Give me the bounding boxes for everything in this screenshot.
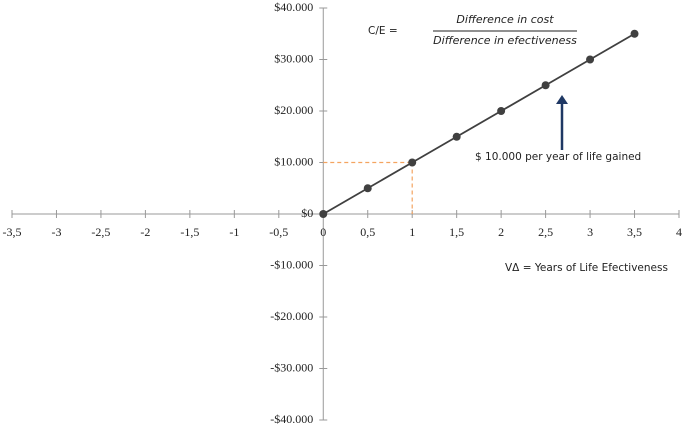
formula-denominator: Difference in efectiveness: [433, 34, 577, 47]
annotation: $ 10.000 per year of life gained: [475, 151, 641, 163]
point: [586, 55, 595, 64]
x-tick-label: 1,5: [449, 225, 464, 239]
x-tick-label: -3: [51, 225, 61, 239]
x-axis-label: VΔ = Years of Life Efectiveness: [505, 262, 668, 274]
arrow-head: [556, 95, 568, 104]
x-tick-label: -2: [140, 225, 150, 239]
x-tick-label: 0,5: [360, 225, 375, 239]
x-tick-label: 1: [409, 225, 415, 239]
y-tick-label: $10.000: [274, 154, 313, 168]
point: [497, 107, 506, 115]
x-tick-label: 2: [498, 225, 504, 239]
point: [541, 81, 550, 90]
point: [630, 29, 639, 38]
y-tick-label: $30.000: [274, 51, 313, 65]
x-tick-label: -2,5: [91, 225, 110, 239]
x-tick-label: 4: [676, 225, 682, 239]
y-tick-label: -$20.000: [270, 309, 313, 323]
x-tick-label: -1,5: [180, 225, 199, 239]
x-tick-label: 0: [320, 225, 326, 239]
x-tick-label: -1: [229, 225, 239, 239]
x-tick-label: 3: [587, 225, 593, 239]
y-tick-label: $40.000: [274, 0, 313, 14]
x-tick-label: 3,5: [627, 225, 642, 239]
point: [319, 210, 328, 218]
x-tick-label: 2,5: [538, 225, 553, 239]
x-tick-label: -3,5: [3, 225, 22, 239]
point: [408, 158, 417, 167]
y-tick-label: -$30.000: [270, 360, 313, 374]
y-tick-label: -$40.000: [270, 412, 313, 426]
point: [363, 184, 372, 193]
x-tick-label: -0,5: [269, 225, 288, 239]
point: [452, 132, 461, 141]
y-tick-label: $0: [301, 206, 313, 220]
y-tick-label: $20.000: [274, 103, 313, 117]
formula-lhs: C/E =: [368, 25, 398, 37]
y-tick-label: -$10.000: [270, 257, 313, 271]
formula-numerator: Difference in cost: [456, 13, 554, 26]
series-line: [322, 32, 635, 215]
